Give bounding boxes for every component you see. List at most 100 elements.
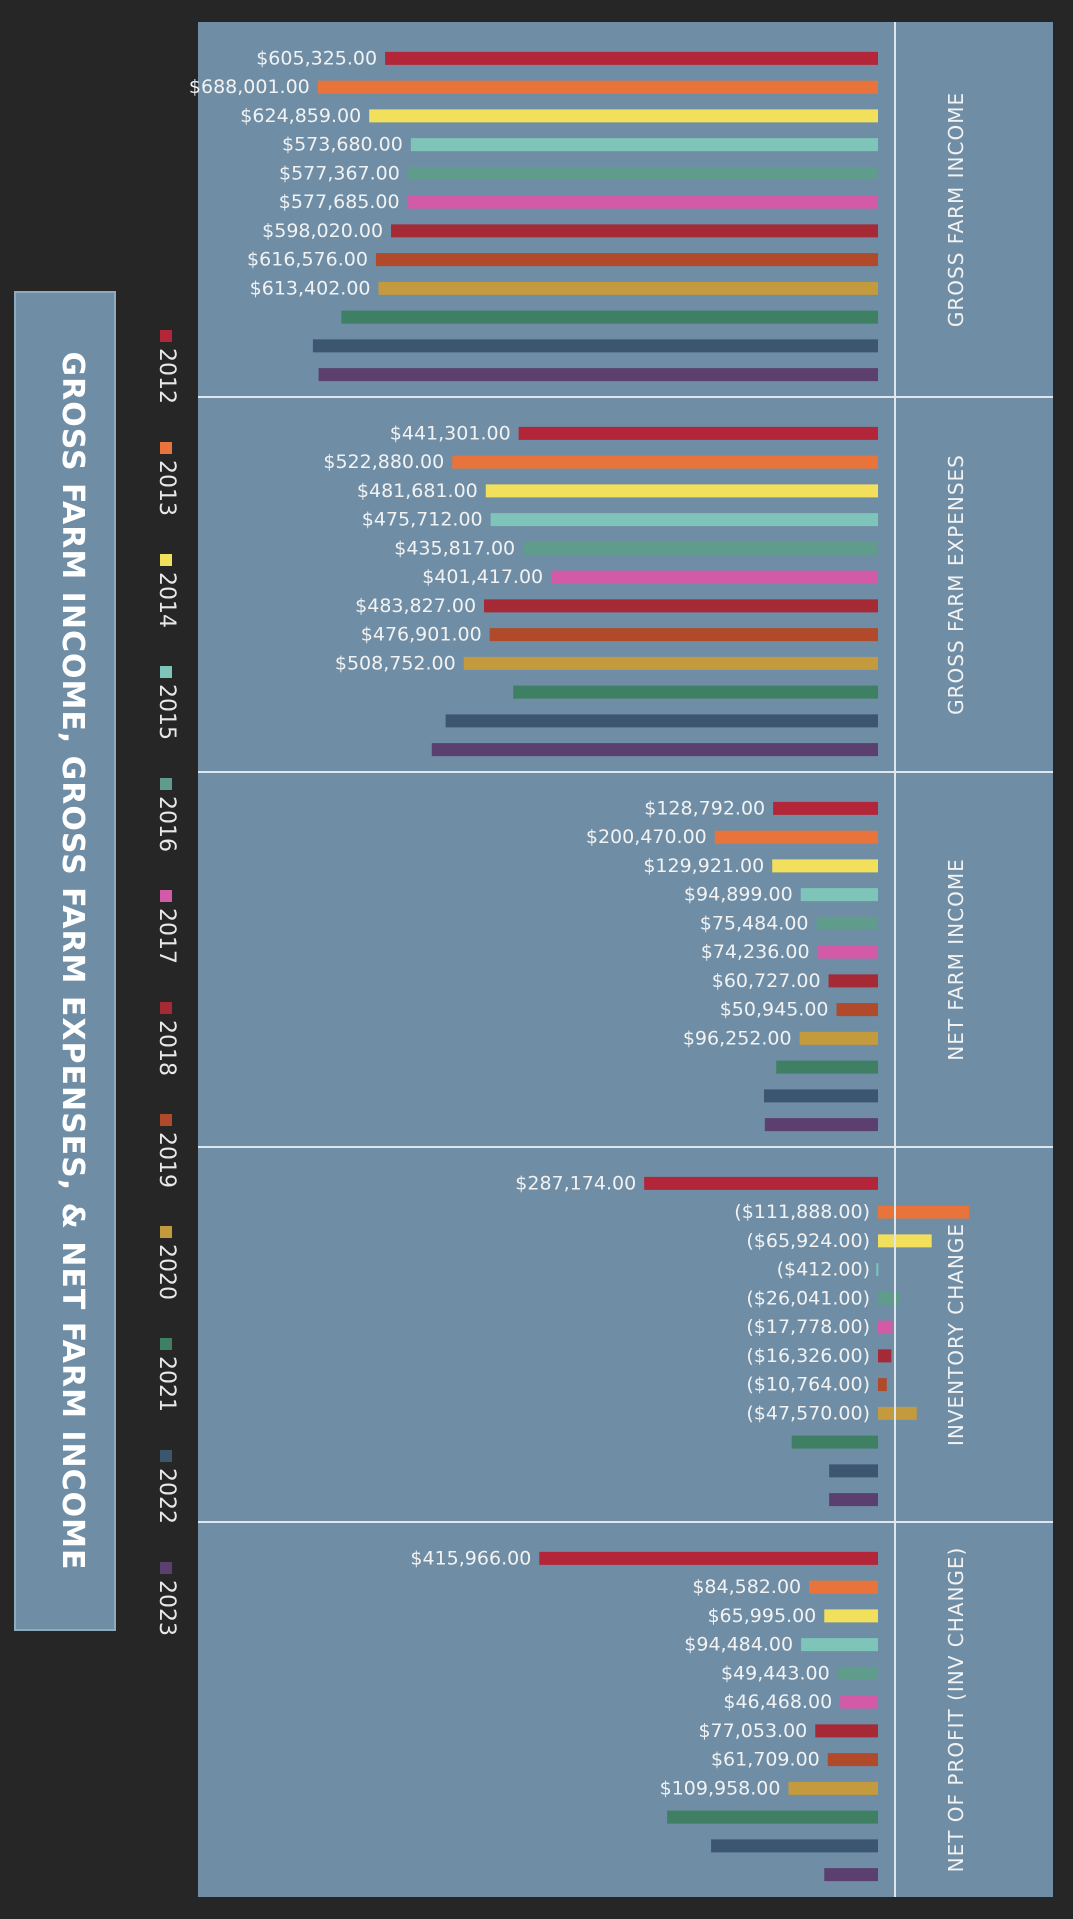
bar-value-label: $481,681.00 [357,480,478,502]
bar-inventory-change-2012 [644,1177,878,1190]
bar-value-label: ($111,888.00) [734,1201,870,1223]
legend-swatch-2016 [160,778,172,790]
category-label-gross-farm-income: GROSS FARM INCOME [944,92,968,327]
category-label-inventory-change: INVENTORY CHANGE [944,1223,968,1446]
legend-label-2021: 2021 [154,1356,179,1412]
legend-label-2020: 2020 [154,1244,179,1300]
bar-gross-farm-expenses-2013 [452,456,878,469]
bar-inventory-change-2021 [792,1436,878,1449]
bar-value-label: $577,367.00 [279,162,400,184]
bar-gross-farm-expenses-2018 [484,599,878,612]
bar-net-of-profit-inv-change-2018 [815,1724,878,1737]
bar-value-label: $573,680.00 [282,134,403,156]
bar-value-label: $508,752.00 [335,652,456,674]
bar-value-label: $605,325.00 [256,47,377,69]
bar-inventory-change-2017 [878,1321,892,1334]
bar-value-label: $401,417.00 [422,566,543,588]
bar-gross-farm-expenses-2016 [523,542,878,555]
bar-value-label: ($47,570.00) [746,1402,870,1424]
bar-gross-farm-expenses-2021 [513,686,878,699]
plot-area-background [198,22,1053,1897]
bar-value-label: ($26,041.00) [746,1287,870,1309]
bar-value-label: $109,958.00 [660,1777,781,1799]
bar-net-farm-income-2015 [801,888,878,901]
bar-value-label: $476,901.00 [361,624,482,646]
legend-label-2023: 2023 [154,1580,179,1636]
bar-net-farm-income-2023 [765,1118,878,1131]
bar-gross-farm-expenses-2014 [486,484,878,497]
bar-gross-farm-expenses-2020 [464,657,878,670]
legend-label-2012: 2012 [154,348,179,404]
bar-inventory-change-2015 [876,1263,878,1276]
bar-value-label: $200,470.00 [586,826,707,848]
bar-net-farm-income-2019 [837,1003,878,1016]
bar-value-label: $49,443.00 [721,1662,830,1684]
bar-value-label: $598,020.00 [262,220,383,242]
bar-net-farm-income-2021 [776,1061,878,1074]
bar-gross-farm-income-2017 [408,196,878,209]
legend-swatch-2020 [160,1226,172,1238]
legend-swatch-2021 [160,1338,172,1350]
bar-gross-farm-expenses-2017 [551,571,878,584]
bar-gross-farm-expenses-2019 [490,628,878,641]
bar-gross-farm-expenses-2022 [446,714,878,727]
bar-gross-farm-income-2018 [391,224,878,237]
bar-value-label: $46,468.00 [723,1691,832,1713]
bar-value-label: $77,053.00 [698,1720,807,1742]
legend-swatch-2019 [160,1114,172,1126]
legend-swatch-2018 [160,1002,172,1014]
bar-value-label: $65,995.00 [707,1605,816,1627]
legend-swatch-2012 [160,330,172,342]
legend-swatch-2013 [160,442,172,454]
bar-gross-farm-income-2012 [385,52,878,65]
bar-gross-farm-expenses-2015 [491,513,878,526]
chart-title: GROSS FARM INCOME, GROSS FARM EXPENSES, … [55,351,90,1570]
bar-value-label: $74,236.00 [701,941,810,963]
bar-net-of-profit-inv-change-2017 [840,1696,878,1709]
bar-value-label: $688,001.00 [189,76,310,98]
bar-value-label: $287,174.00 [515,1172,636,1194]
bar-net-farm-income-2013 [715,831,878,844]
bar-value-label: $415,966.00 [410,1547,531,1569]
legend-swatch-2022 [160,1450,172,1462]
bar-value-label: $94,484.00 [684,1634,793,1656]
bar-net-farm-income-2020 [800,1032,878,1045]
bar-gross-farm-expenses-2012 [519,427,878,440]
legend-label-2019: 2019 [154,1132,179,1188]
bar-net-of-profit-inv-change-2016 [838,1667,878,1680]
bar-value-label: $475,712.00 [362,509,483,531]
legend-label-2017: 2017 [154,908,179,964]
bar-gross-farm-income-2014 [369,109,878,122]
bar-gross-farm-income-2020 [379,282,878,295]
bar-inventory-change-2022 [829,1464,878,1477]
bar-value-label: ($16,326.00) [746,1345,870,1367]
bar-inventory-change-2023 [829,1493,878,1506]
bar-inventory-change-2016 [878,1292,899,1305]
bar-inventory-change-2019 [878,1378,887,1391]
bar-value-label: $441,301.00 [390,422,511,444]
legend-label-2013: 2013 [154,460,179,516]
legend-label-2016: 2016 [154,796,179,852]
bar-net-of-profit-inv-change-2019 [828,1753,878,1766]
bar-net-of-profit-inv-change-2014 [824,1609,878,1622]
bar-value-label: $624,859.00 [240,105,361,127]
bar-gross-farm-income-2019 [376,253,878,266]
bar-value-label: ($10,764.00) [746,1374,870,1396]
bar-gross-farm-expenses-2023 [432,743,878,756]
legend-label-2018: 2018 [154,1020,179,1076]
legend-label-2015: 2015 [154,684,179,740]
bar-net-of-profit-inv-change-2023 [824,1868,878,1881]
bar-value-label: ($412.00) [777,1259,870,1281]
bar-net-of-profit-inv-change-2013 [809,1581,878,1594]
bar-gross-farm-income-2015 [411,138,878,151]
bar-net-of-profit-inv-change-2022 [711,1839,878,1852]
category-label-net-farm-income: NET FARM INCOME [944,858,968,1061]
bar-value-label: ($65,924.00) [746,1230,870,1252]
bar-gross-farm-income-2023 [319,368,878,381]
bar-net-of-profit-inv-change-2021 [667,1811,878,1824]
bar-value-label: $60,727.00 [712,970,821,992]
bar-value-label: $577,685.00 [279,191,400,213]
bar-value-label: $128,792.00 [644,797,765,819]
bar-value-label: $84,582.00 [692,1576,801,1598]
bar-value-label: $435,817.00 [394,537,515,559]
